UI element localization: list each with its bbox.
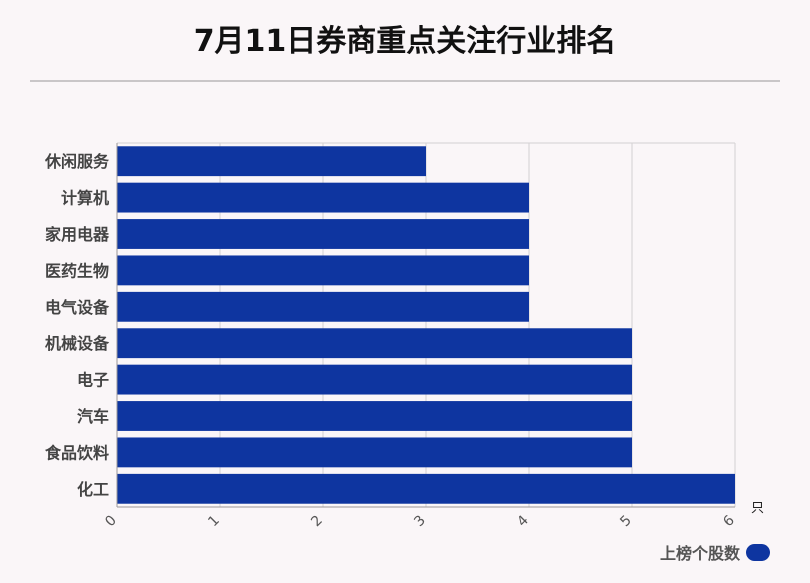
bar (117, 437, 632, 468)
bar (117, 473, 735, 504)
x-tick-label: 4 (514, 512, 532, 530)
category-label: 家用电器 (45, 225, 110, 244)
x-tick-label: 6 (720, 512, 738, 530)
bar (117, 401, 632, 431)
x-tick-label: 1 (205, 513, 223, 531)
bar (117, 255, 529, 286)
category-label: 电气设备 (45, 298, 110, 317)
category-label: 食品饮料 (44, 443, 109, 462)
category-label: 化工 (77, 480, 109, 499)
legend: 上榜个股数 (660, 540, 770, 564)
category-label: 计算机 (61, 189, 109, 208)
bar (117, 146, 426, 177)
category-label: 医药生物 (45, 261, 109, 280)
x-unit-label: 只 (751, 501, 764, 516)
bar (117, 364, 632, 395)
legend-label: 上榜个股数 (659, 544, 740, 563)
bar (117, 182, 529, 213)
x-tick-label: 5 (617, 513, 635, 531)
category-label: 休闲服务 (44, 152, 110, 171)
category-label: 电子 (77, 371, 109, 390)
category-label: 机械设备 (45, 334, 110, 353)
chart-title: 7月11日券商重点关注行业排名 (193, 24, 617, 59)
bar (117, 219, 529, 249)
category-label: 汽车 (77, 407, 109, 426)
x-tick-label: 2 (308, 513, 326, 531)
x-tick-label: 3 (411, 513, 429, 531)
x-tick-label: 0 (102, 513, 120, 531)
title-divider (30, 80, 780, 82)
bar (117, 291, 529, 322)
legend-swatch (746, 543, 770, 561)
bar (117, 328, 632, 359)
